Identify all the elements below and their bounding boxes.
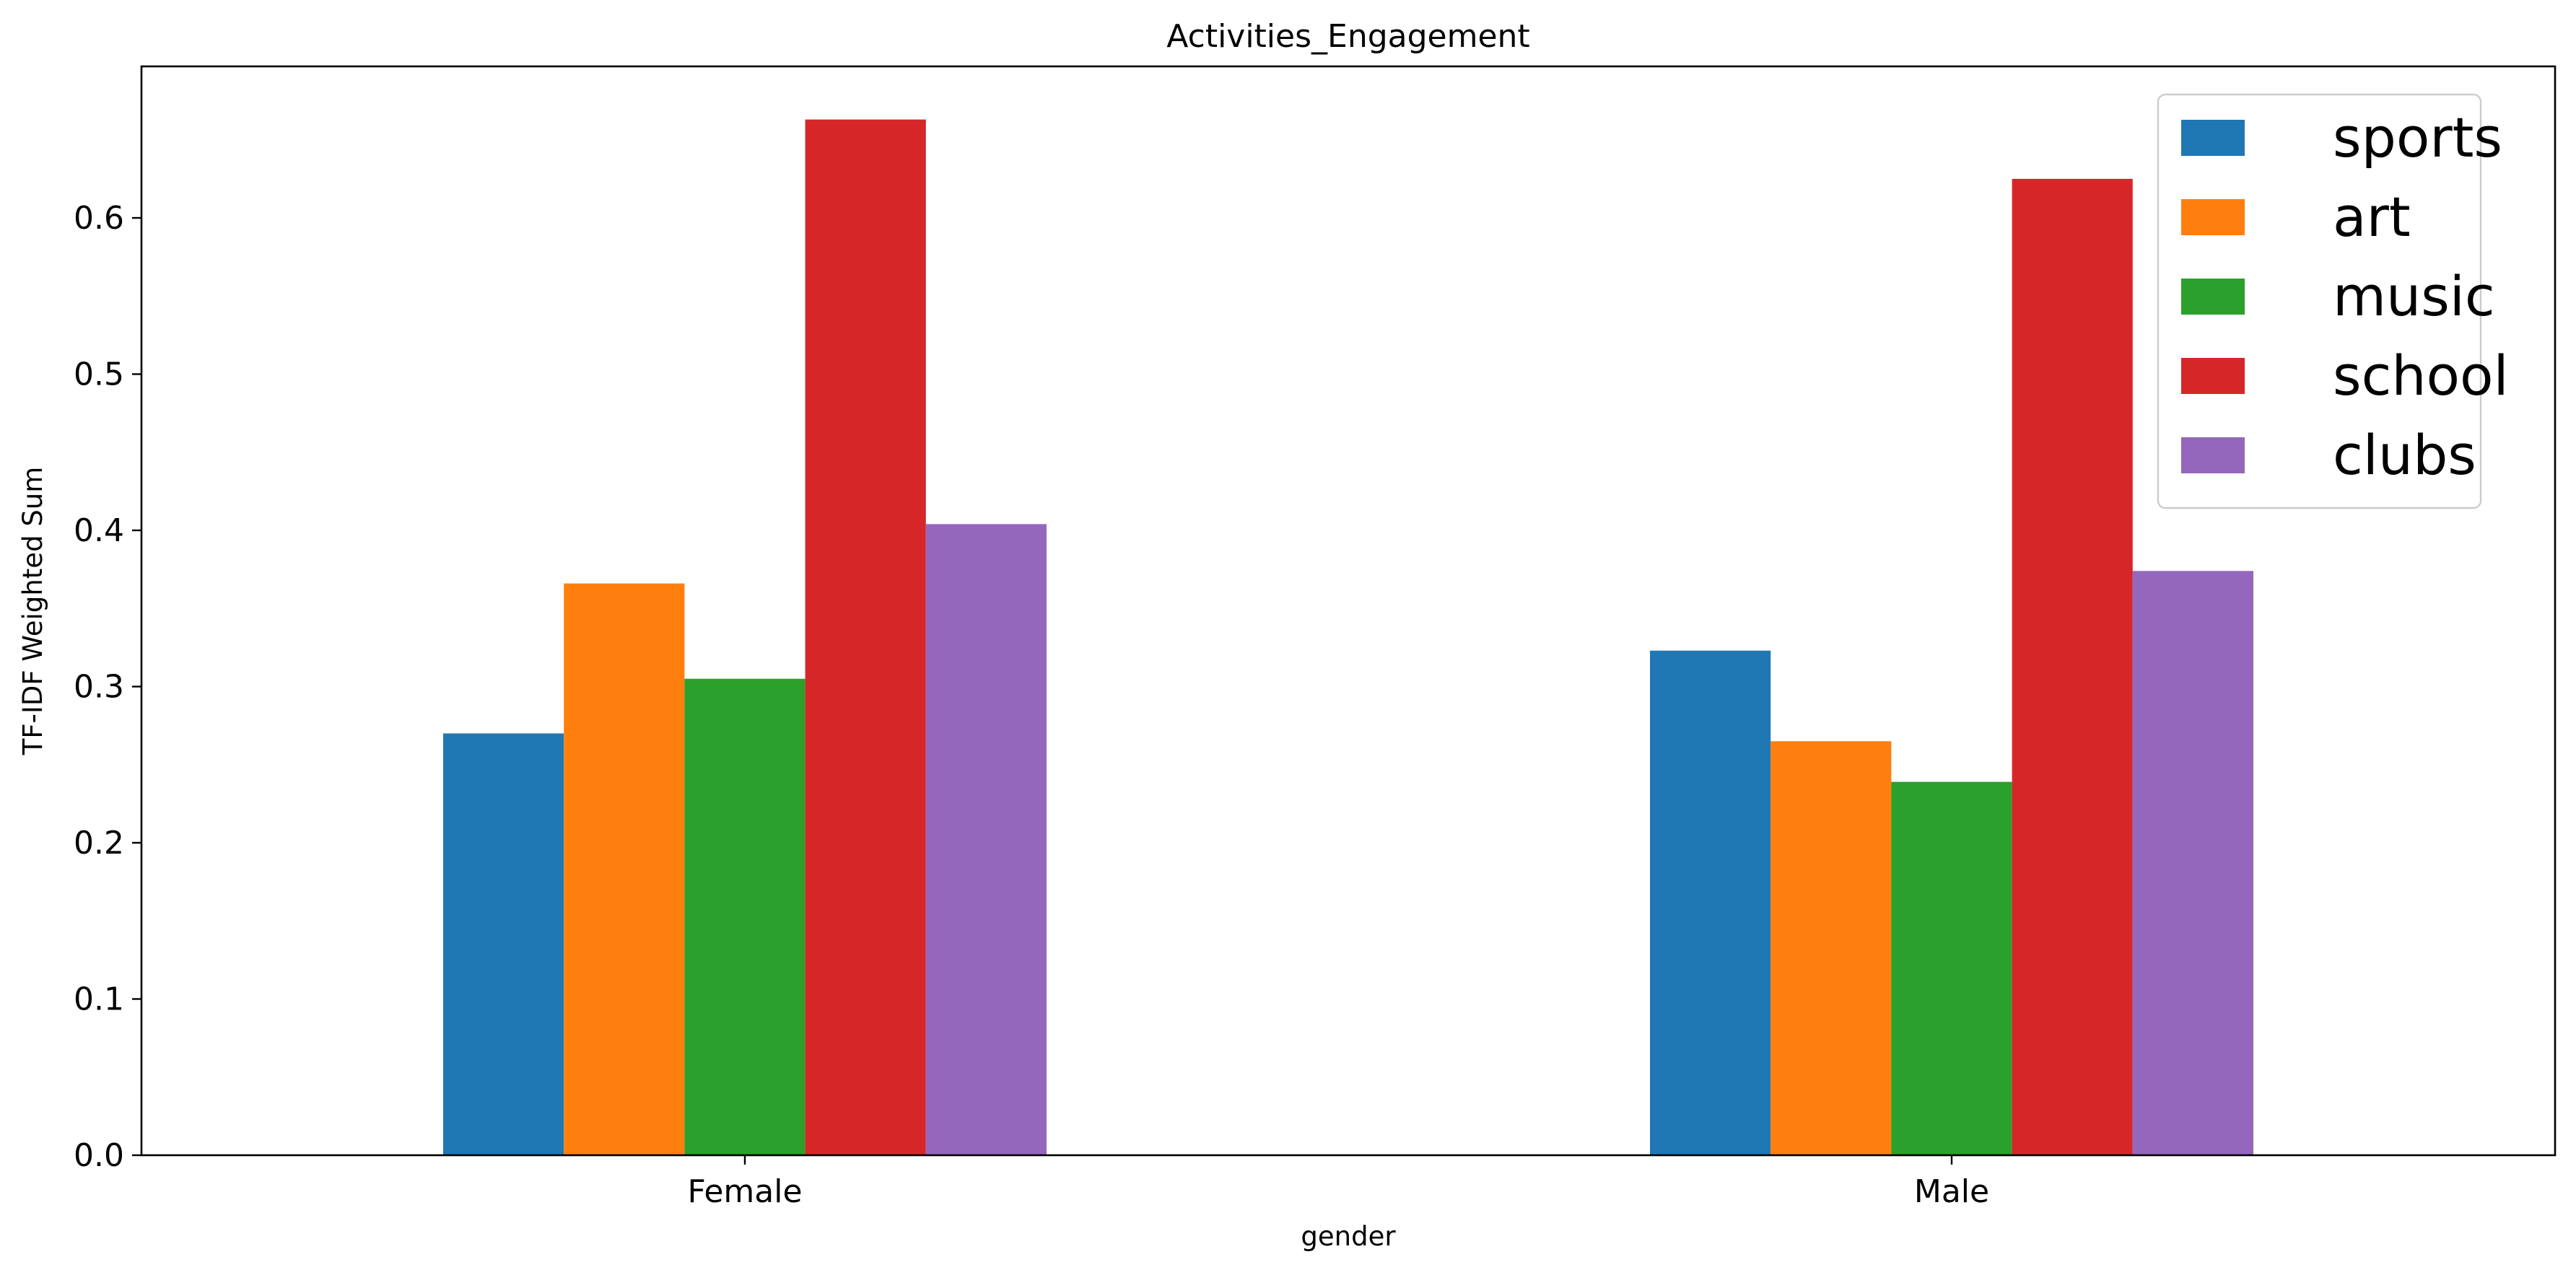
- y-tick-label: 0.0: [74, 1137, 124, 1174]
- legend-swatch-school: [2181, 358, 2245, 394]
- y-tick-label: 0.5: [74, 356, 124, 393]
- legend-label-sports: sports: [2333, 105, 2502, 170]
- y-tick-label: 0.1: [74, 981, 124, 1018]
- bar-art-male: [1771, 741, 1892, 1155]
- bar-school-female: [805, 119, 926, 1156]
- x-tick-label: Male: [1914, 1173, 1989, 1210]
- legend-swatch-art: [2181, 199, 2245, 235]
- legend-swatch-clubs: [2181, 437, 2245, 473]
- bar-sports-male: [1650, 650, 1771, 1155]
- legend-label-clubs: clubs: [2333, 423, 2476, 487]
- y-tick-label: 0.2: [74, 825, 124, 862]
- x-axis-label: gender: [1301, 1221, 1396, 1252]
- x-tick-label: Female: [687, 1173, 802, 1210]
- bar-clubs-male: [2132, 571, 2253, 1155]
- plot-area-frame: [140, 65, 2557, 1157]
- bar-art-female: [564, 583, 685, 1155]
- y-axis-label: TF-IDF Weighted Sum: [17, 467, 48, 756]
- legend-label-school: school: [2333, 343, 2509, 408]
- chart-title: Activities_Engagement: [1166, 18, 1529, 55]
- bar-school-male: [2012, 178, 2133, 1155]
- bar-sports-female: [443, 733, 564, 1155]
- legend-label-music: music: [2333, 264, 2495, 328]
- bar-music-female: [684, 678, 805, 1155]
- legend-swatch-music: [2181, 279, 2245, 315]
- y-tick-label: 0.4: [74, 512, 124, 549]
- bar-clubs-female: [925, 524, 1047, 1155]
- bar-music-male: [1891, 781, 2012, 1155]
- legend: sports art music school clubs: [2157, 93, 2509, 509]
- y-tick-label: 0.6: [74, 200, 124, 237]
- legend-swatch-sports: [2181, 120, 2245, 156]
- legend-label-art: art: [2333, 185, 2411, 249]
- legend-box: [2157, 93, 2482, 509]
- y-tick-label: 0.3: [74, 669, 124, 706]
